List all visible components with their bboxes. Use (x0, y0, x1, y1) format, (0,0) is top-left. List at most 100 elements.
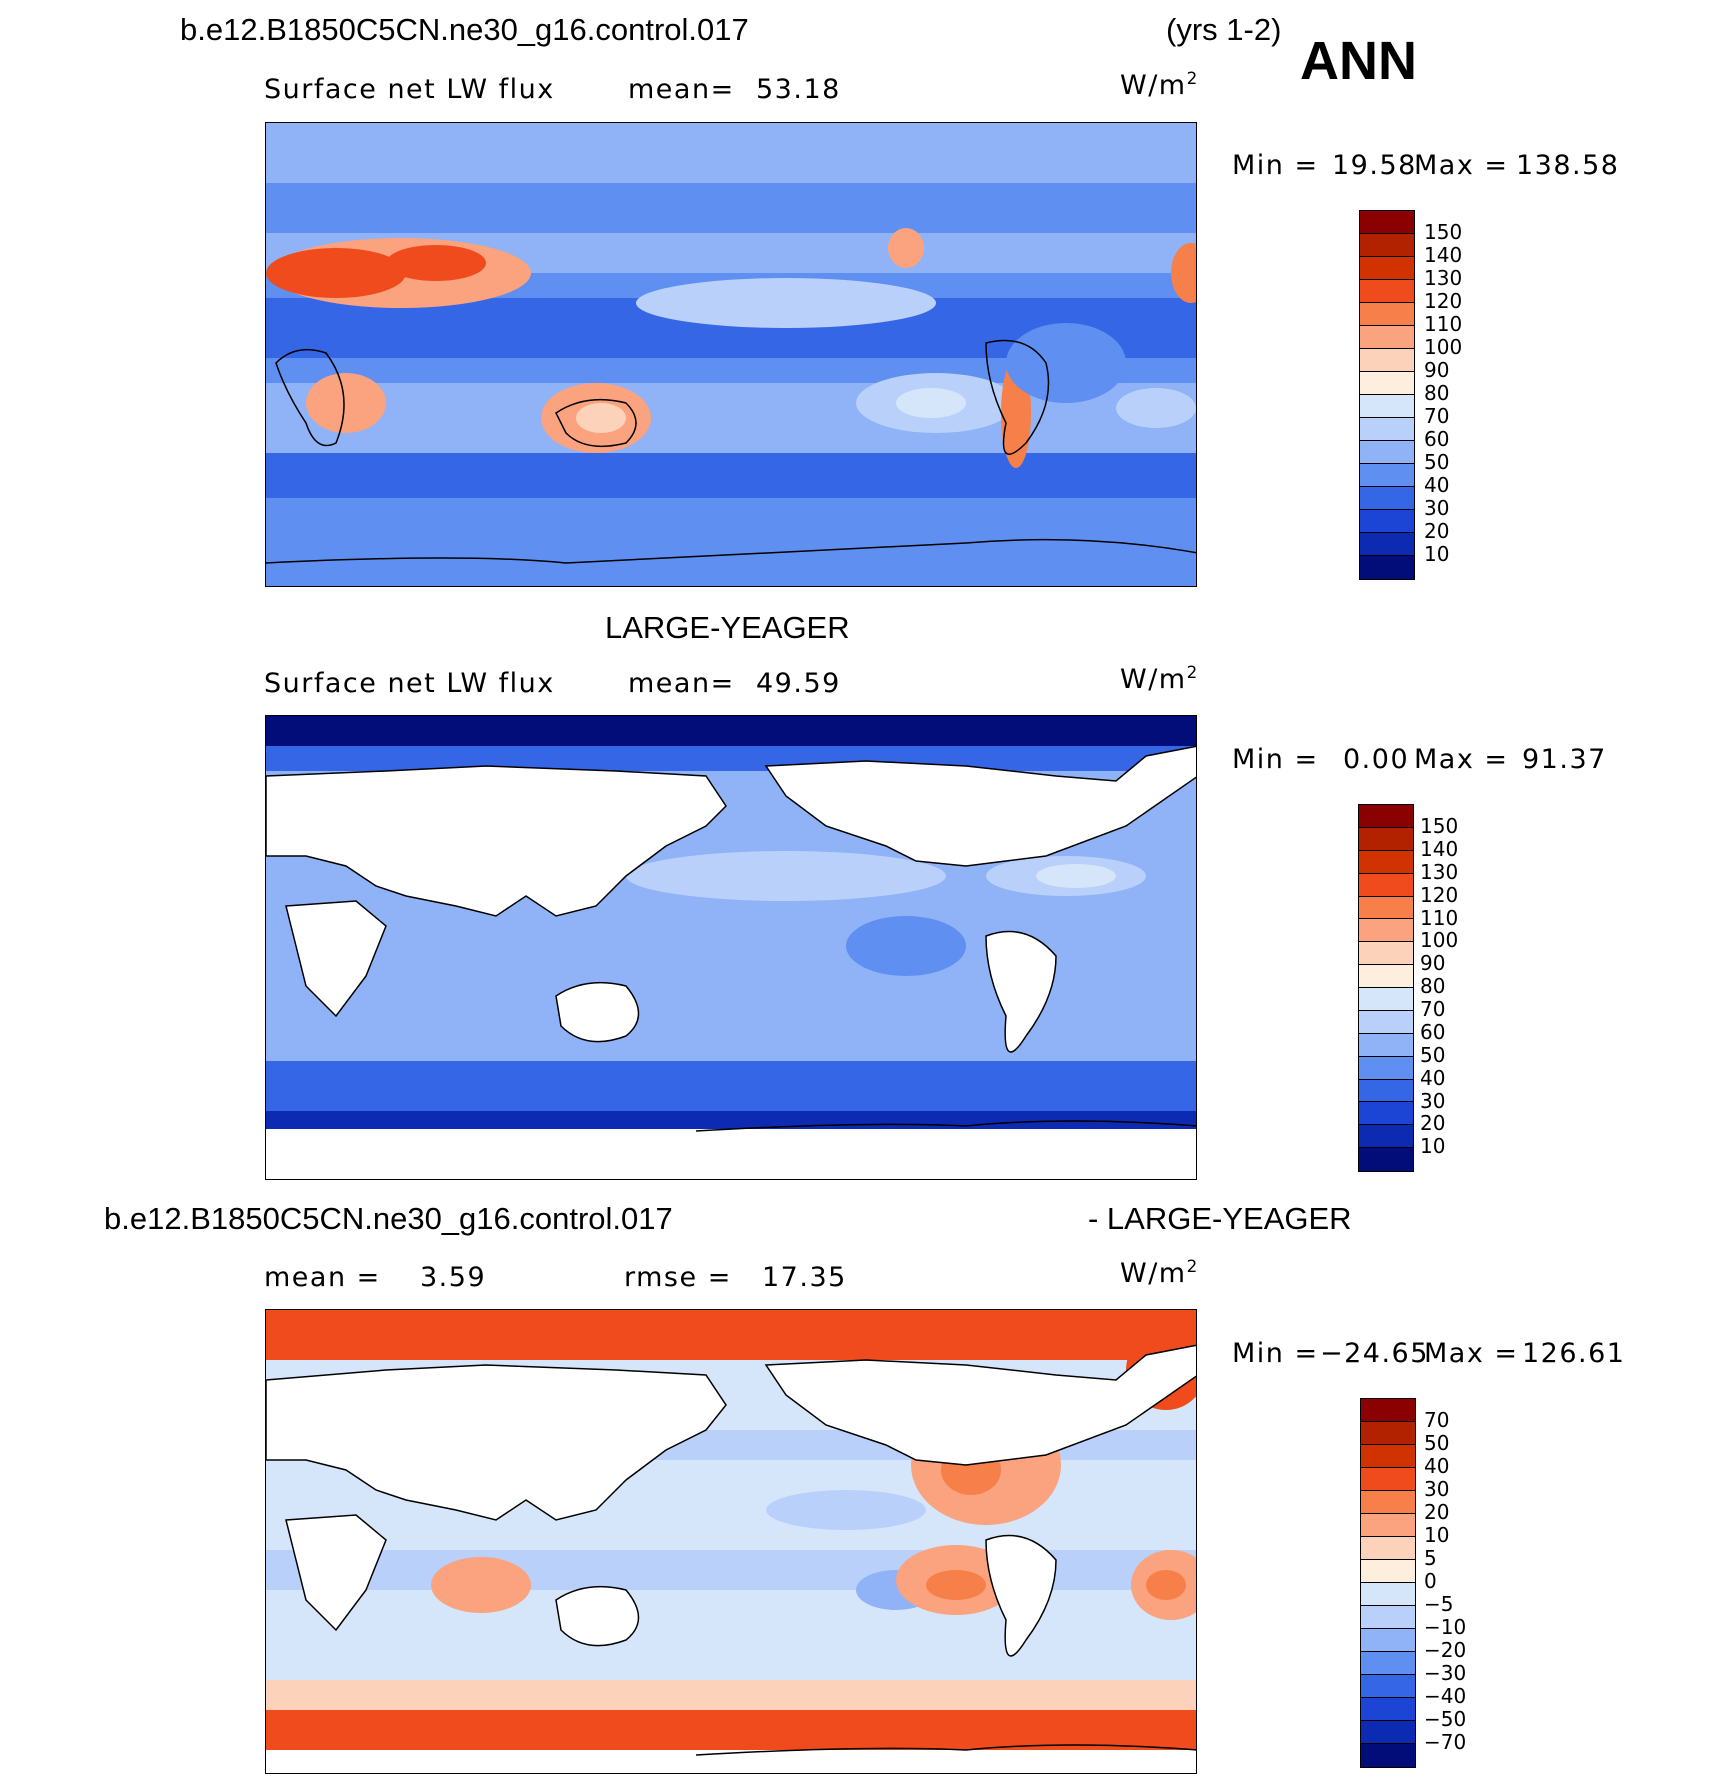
panel2-units: W/m2 (1120, 662, 1199, 695)
colorbar-swatch (1359, 942, 1413, 966)
colorbar-tick-label: 140 (1420, 836, 1459, 861)
colorbar-tick-label: 70 (1424, 1408, 1450, 1432)
colorbar-swatch (1360, 280, 1414, 303)
colorbar-tick-label: 30 (1424, 1477, 1450, 1501)
colorbar-swatch (1359, 1056, 1413, 1080)
colorbar-tick-label: 20 (1424, 1500, 1450, 1524)
colorbar-swatch (1360, 349, 1414, 372)
colorbar-tick-label: 120 (1420, 882, 1459, 907)
colorbar-swatch (1360, 533, 1414, 556)
colorbar-tick-label: 80 (1420, 974, 1446, 999)
colorbar-tick-label: 5 (1424, 1546, 1437, 1570)
colorbar-swatch (1360, 211, 1414, 234)
colorbar-tick-label: 150 (1420, 814, 1459, 838)
panel1-map (265, 122, 1197, 587)
colorbar-tick-label: −10 (1424, 1615, 1467, 1639)
colorbar-tick-label: 150 (1424, 220, 1463, 244)
colorbar-swatch (1361, 1698, 1415, 1721)
colorbar-swatch (1359, 850, 1413, 874)
colorbar-tick-label: 60 (1424, 427, 1450, 451)
colorbar-swatch (1361, 1537, 1415, 1560)
panel1-colorbar (1359, 210, 1415, 580)
colorbar-swatch (1360, 441, 1414, 464)
colorbar-swatch (1360, 303, 1414, 326)
panel3-rmse-value: 17.35 (762, 1262, 847, 1293)
colorbar-swatch (1360, 510, 1414, 533)
colorbar-tick-label: 90 (1424, 358, 1450, 382)
colorbar-swatch (1359, 873, 1413, 897)
colorbar-tick-label: −40 (1424, 1684, 1467, 1708)
colorbar-swatch (1359, 919, 1413, 943)
panel2-title: LARGE-YEAGER (605, 610, 850, 645)
colorbar-swatch (1361, 1629, 1415, 1652)
colorbar-tick-label: 10 (1424, 542, 1450, 566)
panel1-max-value: 138.58 (1516, 150, 1620, 181)
colorbar-tick-label: −30 (1424, 1661, 1467, 1685)
colorbar-tick-label: 40 (1424, 1454, 1450, 1478)
colorbar-swatch (1360, 326, 1414, 349)
panel3-units: W/m2 (1120, 1256, 1199, 1289)
panel3-title-left: b.e12.B1850C5CN.ne30_g16.control.017 (104, 1201, 673, 1236)
panel2-max-label: Max = (1414, 744, 1509, 775)
colorbar-swatch (1360, 418, 1414, 441)
panel2-variable: Surface net LW flux (264, 668, 555, 699)
panel3-min-value: −24.65 (1320, 1338, 1429, 1369)
panel2-min-value: 0.00 (1343, 744, 1410, 775)
colorbar-swatch (1361, 1491, 1415, 1514)
colorbar-tick-label: −5 (1424, 1592, 1454, 1616)
panel3-rmse-label: rmse = (624, 1262, 732, 1293)
colorbar-swatch (1360, 234, 1414, 257)
colorbar-swatch (1360, 556, 1414, 579)
colorbar-swatch (1360, 257, 1414, 280)
panel3-title-right: - LARGE-YEAGER (1088, 1201, 1352, 1236)
colorbar-swatch (1359, 805, 1413, 828)
colorbar-tick-label: 110 (1424, 312, 1463, 336)
colorbar-swatch (1359, 965, 1413, 988)
colorbar-tick-label: −50 (1424, 1707, 1467, 1731)
colorbar-tick-label: 130 (1424, 266, 1463, 290)
colorbar-swatch (1359, 1102, 1413, 1126)
panel1-max-label: Max = (1414, 150, 1509, 181)
panel3-map (265, 1309, 1197, 1774)
panel2-colorbar (1358, 804, 1414, 1172)
colorbar-tick-label: 30 (1420, 1088, 1446, 1113)
panel3-max-label: Max = (1424, 1338, 1519, 1369)
colorbar-tick-label: −70 (1424, 1730, 1467, 1754)
colorbar-swatch (1359, 1033, 1413, 1057)
colorbar-tick-label: 90 (1420, 951, 1446, 976)
panel3-colorbar (1360, 1398, 1416, 1768)
colorbar-swatch (1360, 487, 1414, 510)
panel3-min-label: Min = (1232, 1338, 1319, 1369)
colorbar-tick-label: 140 (1424, 243, 1463, 267)
colorbar-swatch (1359, 988, 1413, 1011)
colorbar-tick-label: 20 (1424, 519, 1450, 543)
colorbar-swatch (1360, 464, 1414, 487)
panel3-max-value: 126.61 (1522, 1338, 1626, 1369)
colorbar-tick-label: 120 (1424, 289, 1463, 313)
colorbar-swatch (1361, 1514, 1415, 1537)
colorbar-swatch (1359, 1148, 1413, 1171)
colorbar-tick-label: 50 (1420, 1042, 1446, 1067)
panel2-min-label: Min = (1232, 744, 1319, 775)
panel1-variable: Surface net LW flux (264, 74, 555, 105)
colorbar-tick-label: 80 (1424, 381, 1450, 405)
panel1-min-label: Min = (1232, 150, 1319, 181)
panel1-min-value: 19.58 (1332, 150, 1417, 181)
colorbar-tick-label: 50 (1424, 450, 1450, 474)
panel1-units: W/m2 (1120, 68, 1199, 101)
panel2-map (265, 715, 1197, 1180)
colorbar-tick-label: 130 (1420, 859, 1459, 884)
colorbar-tick-label: 70 (1420, 997, 1446, 1021)
colorbar-tick-label: 60 (1420, 1019, 1446, 1044)
colorbar-swatch (1361, 1675, 1415, 1698)
colorbar-swatch (1360, 395, 1414, 418)
years-label: (yrs 1-2) (1166, 12, 1282, 47)
case-title: b.e12.B1850C5CN.ne30_g16.control.017 (180, 12, 749, 47)
colorbar-tick-label: 30 (1424, 496, 1450, 520)
colorbar-tick-label: 10 (1424, 1523, 1450, 1547)
panel3-mean-value: 3.59 (420, 1262, 487, 1293)
colorbar-tick-label: 70 (1424, 404, 1450, 428)
colorbar-swatch (1359, 1079, 1413, 1103)
colorbar-tick-label: 10 (1420, 1134, 1446, 1159)
colorbar-tick-label: 20 (1420, 1111, 1446, 1136)
